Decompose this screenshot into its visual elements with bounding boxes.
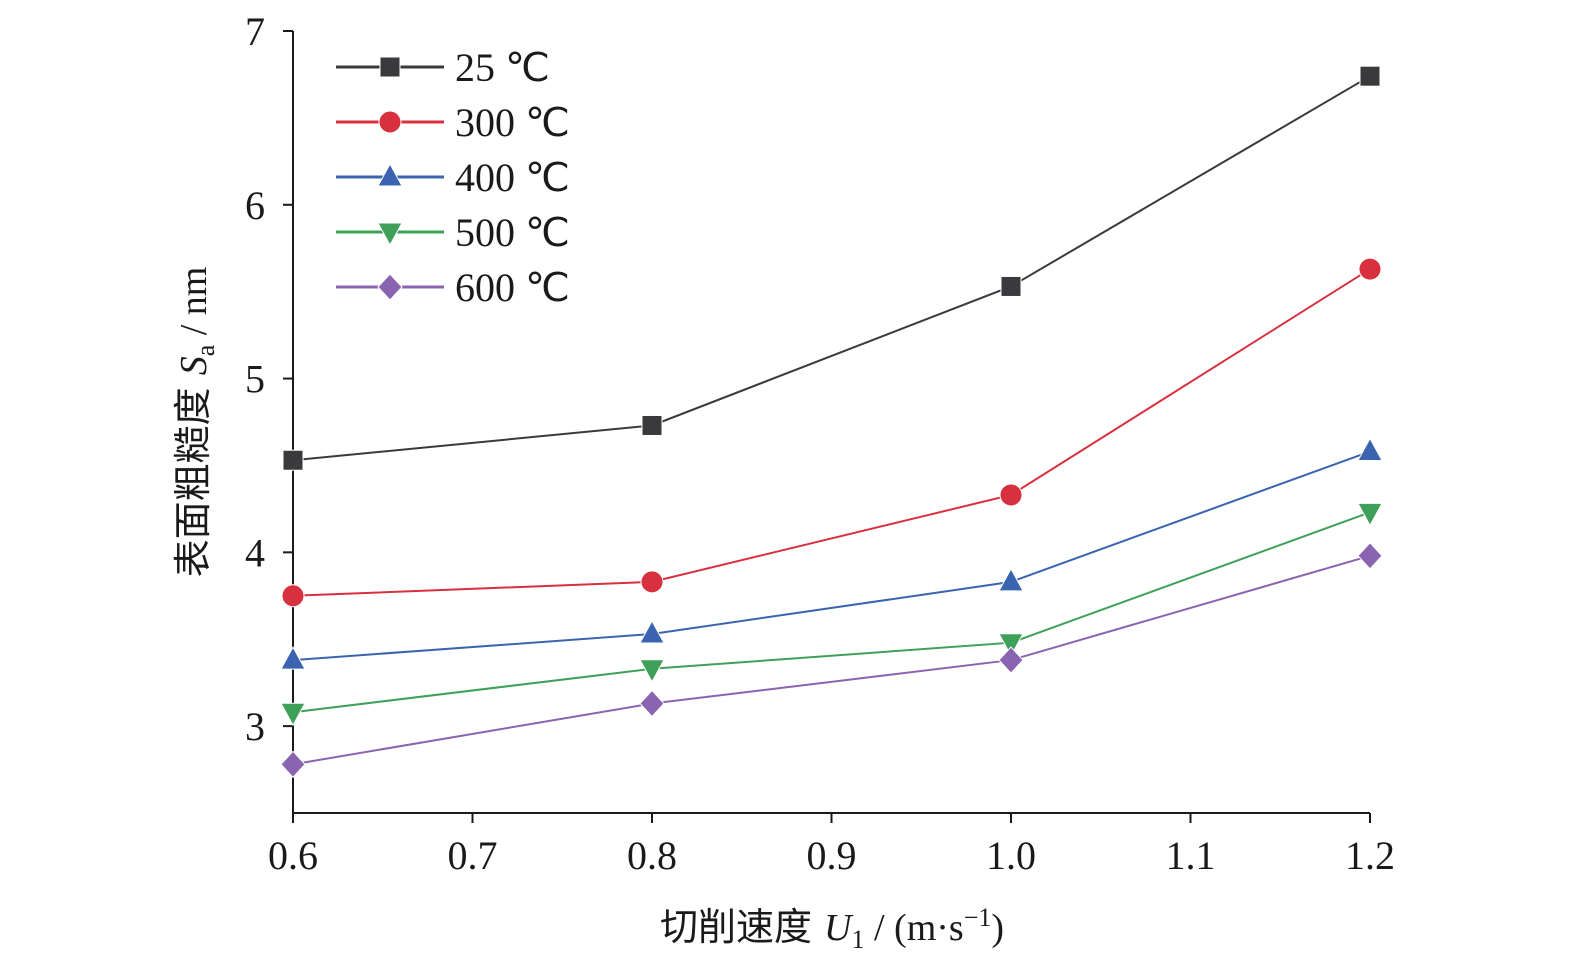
x-axis-title: 切削速度 U1 / (m·s−1) xyxy=(660,903,1004,954)
series-0 xyxy=(282,65,1381,471)
data-point xyxy=(1359,65,1381,87)
legend-marker xyxy=(379,56,401,78)
x-tick-label: 1.0 xyxy=(986,833,1036,878)
legend-marker xyxy=(377,162,403,187)
series-layer xyxy=(280,65,1383,779)
x-tick-label: 0.8 xyxy=(627,833,677,878)
legend-marker xyxy=(377,222,403,247)
data-point xyxy=(998,567,1024,592)
series-line xyxy=(292,75,1371,462)
data-point xyxy=(1357,437,1383,462)
y-tick-label: 7 xyxy=(245,9,265,54)
series-4 xyxy=(280,542,1383,779)
legend: 25 ℃ 300 ℃ 400 ℃ 500 ℃ 600 ℃ xyxy=(336,45,570,310)
x-tick-label: 0.6 xyxy=(268,833,318,878)
data-point xyxy=(998,633,1024,657)
legend-marker xyxy=(377,273,403,301)
axes: 0.6 0.7 0.8 0.9 1.0 1.1 1.2 3 4 5 6 7 xyxy=(245,9,1395,878)
data-point xyxy=(639,689,665,718)
data-point xyxy=(281,584,305,608)
data-point xyxy=(1357,542,1383,570)
y-tick-label: 5 xyxy=(245,357,265,402)
legend-label: 500 ℃ xyxy=(455,210,570,255)
legend-item: 25 ℃ xyxy=(336,45,550,90)
legend-label: 600 ℃ xyxy=(455,265,570,310)
data-point xyxy=(1000,275,1022,297)
data-point xyxy=(640,570,664,594)
y-axis-title: 表面粗糙度 Sa / nm xyxy=(171,267,220,578)
series-3 xyxy=(280,502,1383,727)
data-point xyxy=(280,646,306,670)
x-tick-label: 1.1 xyxy=(1166,833,1216,878)
data-point xyxy=(999,483,1023,507)
y-tick-label: 6 xyxy=(245,183,265,228)
legend-item: 500 ℃ xyxy=(336,210,570,255)
data-point xyxy=(639,659,665,683)
series-line xyxy=(292,554,1371,766)
legend-label: 25 ℃ xyxy=(455,45,550,90)
series-2 xyxy=(280,437,1383,670)
series-line xyxy=(292,511,1371,714)
data-point xyxy=(998,646,1024,674)
data-point xyxy=(641,414,663,436)
series-1 xyxy=(281,257,1382,608)
legend-item: 600 ℃ xyxy=(336,265,570,310)
x-tick-label: 1.2 xyxy=(1345,833,1395,878)
legend-marker xyxy=(378,110,402,134)
data-point xyxy=(280,750,306,779)
x-tick-label: 0.9 xyxy=(807,833,857,878)
legend-label: 400 ℃ xyxy=(455,155,570,200)
legend-item: 300 ℃ xyxy=(336,100,570,145)
series-line xyxy=(292,268,1371,597)
y-tick-label: 3 xyxy=(245,704,265,749)
series-line xyxy=(292,450,1371,662)
data-point xyxy=(282,449,304,471)
data-point xyxy=(639,619,665,644)
legend-item: 400 ℃ xyxy=(336,155,570,200)
x-tick-label: 0.7 xyxy=(448,833,498,878)
data-point xyxy=(1358,257,1382,281)
legend-label: 300 ℃ xyxy=(455,100,570,145)
y-tick-label: 4 xyxy=(245,530,265,575)
data-point xyxy=(280,702,306,727)
data-point xyxy=(1357,502,1383,527)
